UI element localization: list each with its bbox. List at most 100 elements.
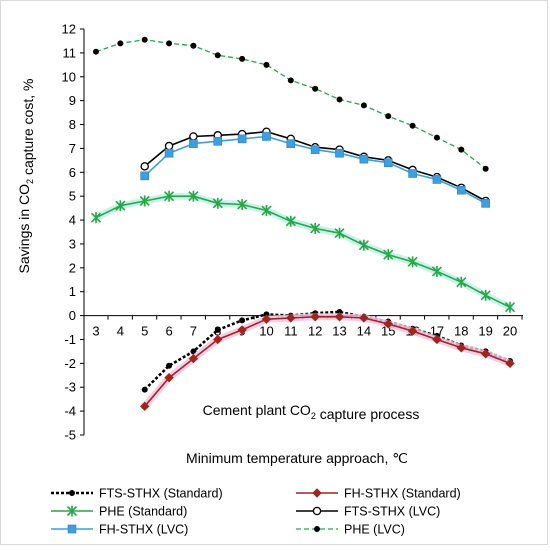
data-point: [115, 200, 126, 212]
legend-label: FTS-STHX (LVC): [344, 505, 440, 519]
data-point: [408, 169, 417, 178]
data-point: [166, 40, 173, 47]
y-tick-label: 0: [69, 308, 76, 323]
data-point: [383, 158, 393, 168]
data-point: [117, 40, 124, 47]
data-point: [359, 313, 369, 323]
y-tick-label: -5: [64, 428, 76, 443]
data-point: [139, 401, 150, 412]
legend-marker: [314, 526, 320, 532]
data-point: [188, 353, 199, 364]
data-point: [504, 301, 516, 313]
data-point: [480, 289, 491, 301]
data-point: [287, 77, 294, 84]
legend-item: FH-STHX (Standard): [296, 487, 461, 501]
axes: [80, 28, 523, 436]
data-point: [505, 358, 515, 369]
legend-item: FTS-STHX (LVC): [296, 505, 440, 519]
data-point: [432, 334, 442, 345]
series-glow: [92, 192, 514, 311]
y-tick-label: 1: [69, 284, 76, 299]
data-point: [407, 326, 418, 336]
data-point: [190, 42, 197, 49]
data-point: [261, 205, 272, 217]
data-point: [360, 102, 367, 109]
legend-label: FTS-STHX (Standard): [99, 487, 223, 501]
data-point: [262, 132, 271, 141]
data-point: [141, 386, 148, 393]
data-point: [407, 256, 418, 268]
x-tick-label: 7: [190, 324, 197, 339]
data-point: [285, 215, 296, 227]
data-point: [188, 190, 199, 202]
data-point: [214, 52, 221, 59]
y-tick-label: 3: [69, 236, 76, 251]
y-tick-label: 10: [62, 69, 76, 84]
y-tick-label: 8: [69, 117, 76, 132]
y-axis-title: Savings in CO2 capture cost, %: [16, 79, 36, 274]
data-point: [93, 48, 99, 55]
legend-marker: [66, 505, 78, 517]
data-point: [164, 141, 174, 151]
y-tick-label: -4: [64, 404, 76, 419]
x-tick-label: 12: [308, 324, 322, 339]
y-tick-label: 7: [69, 141, 76, 156]
x-tick-label: 5: [141, 324, 148, 339]
data-point: [310, 145, 320, 154]
x-tick-label: 6: [165, 324, 172, 339]
x-tick-label: 10: [259, 324, 273, 339]
x-tick-label: 20: [503, 324, 517, 339]
data-point: [481, 199, 490, 208]
legend-item: PHE (Standard): [51, 505, 187, 519]
legend-label: PHE (Standard): [99, 505, 187, 519]
data-point: [90, 212, 102, 224]
data-point: [334, 227, 345, 239]
data-point: [141, 36, 148, 43]
x-tick-labels: 34567891011121314151617181920: [92, 324, 517, 339]
data-point: [359, 154, 369, 164]
y-tick-label: 5: [69, 189, 76, 204]
data-point: [456, 276, 467, 288]
data-point: [237, 134, 247, 144]
series-line: [95, 195, 511, 308]
data-point: [189, 132, 198, 141]
data-point: [458, 146, 465, 153]
data-point: [433, 134, 440, 141]
data-point: [336, 96, 343, 103]
data-point: [263, 61, 270, 68]
legend-marker: [312, 488, 322, 498]
y-tick-label: 11: [63, 45, 77, 60]
series-line: [144, 316, 511, 407]
y-tick-label: 6: [69, 165, 76, 180]
data-point: [213, 136, 223, 146]
y-tick-label: 2: [69, 260, 76, 275]
legend-item: PHE (LVC): [296, 523, 405, 537]
y-tick-label: -1: [64, 332, 76, 347]
legend-label: FH-STHX (LVC): [99, 523, 188, 537]
data-point: [212, 197, 223, 209]
data-point: [482, 165, 489, 172]
x-tick-label: 14: [357, 324, 371, 339]
series-line: [95, 39, 487, 170]
data-point: [164, 148, 174, 158]
legend-marker: [69, 490, 75, 496]
y-tick-label: -2: [64, 356, 76, 371]
data-point: [334, 312, 345, 322]
data-point: [237, 199, 248, 211]
data-point: [237, 325, 247, 335]
legend-item: FTS-STHX (Standard): [51, 487, 223, 501]
y-tick-label: 4: [69, 213, 76, 228]
data-point: [385, 113, 392, 120]
data-point: [310, 222, 321, 234]
y-tick-label: 9: [69, 93, 76, 108]
y-tick-label: 12: [62, 22, 76, 37]
x-tick-label: 4: [117, 324, 124, 339]
data-point: [166, 362, 173, 369]
data-point: [432, 175, 442, 184]
legend-item: FH-STHX (LVC): [51, 523, 188, 537]
legend: FTS-STHX (Standard) FH-STHX (Standard) PHE…: [51, 487, 461, 537]
data-point: [310, 312, 320, 322]
